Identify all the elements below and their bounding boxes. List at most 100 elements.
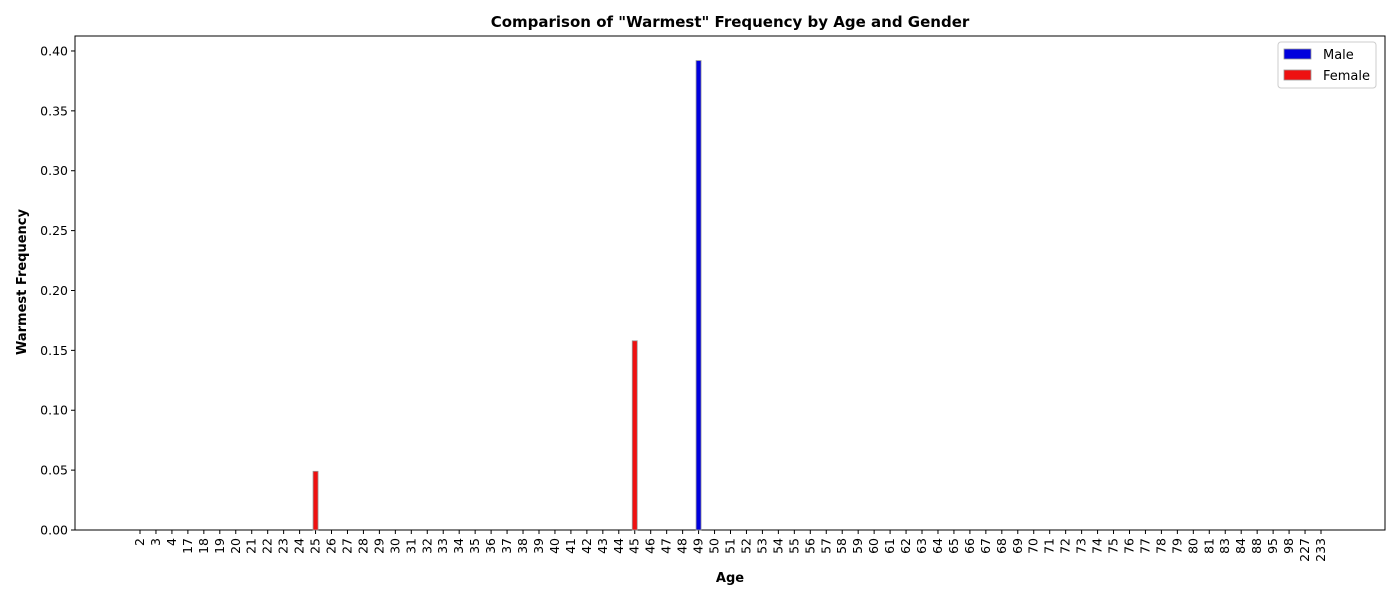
x-tick-label: 83 [1217,538,1232,554]
x-tick-label: 88 [1249,538,1264,554]
x-tick-label: 54 [770,538,785,554]
x-tick-label: 22 [260,538,275,554]
x-tick-label: 56 [802,538,817,554]
chart-title: Comparison of "Warmest" Frequency by Age… [491,13,970,31]
x-tick-label: 24 [292,538,307,554]
y-tick-label: 0.30 [40,163,68,178]
x-tick-label: 55 [786,538,801,554]
x-tick-label: 63 [914,538,929,554]
x-tick-label: 72 [1058,538,1073,554]
x-tick-label: 79 [1169,538,1184,554]
x-tick-label: 37 [499,538,514,554]
x-tick-label: 61 [882,538,897,554]
x-tick-label: 95 [1265,538,1280,554]
x-tick-label: 74 [1090,538,1105,554]
x-tick-label: 31 [403,538,418,554]
y-tick-label: 0.10 [40,403,68,418]
x-tick-label: 33 [435,538,450,554]
x-tick-label: 76 [1121,538,1136,554]
y-axis: 0.00 0.05 0.10 0.15 0.20 0.25 0.30 0.35 0.40 [40,43,75,538]
y-tick-label: 0.40 [40,43,68,58]
x-tick-label: 69 [1010,538,1025,554]
x-tick-label: 51 [723,538,738,554]
y-tick-label: 0.05 [40,463,68,478]
x-tick-label: 49 [691,538,706,554]
x-tick-label: 30 [387,538,402,554]
x-tick-label: 68 [994,538,1009,554]
y-axis-label: Warmest Frequency [15,208,30,355]
x-tick-label: 38 [515,538,530,554]
bar-female-25 [312,470,319,531]
x-axis: 2 3 4 17 18 19 20 21 22 23 24 25 26 27 28 29 30 31 32 33 34 3… [132,530,1328,562]
x-tick-label: 20 [228,538,243,554]
x-tick-label: 46 [643,538,658,554]
x-tick-label: 48 [675,538,690,554]
y-tick-label: 0.00 [40,523,68,538]
x-tick-label: 18 [196,538,211,554]
x-tick-label: 98 [1281,538,1296,554]
x-tick-label: 58 [834,538,849,554]
x-tick-label: 26 [324,538,339,554]
x-tick-label: 52 [738,538,753,554]
x-tick-label: 28 [355,538,370,554]
bar-male-49 [695,60,702,531]
x-tick-label: 70 [1026,538,1041,554]
x-tick-label: 32 [419,538,434,554]
x-tick-label: 64 [930,538,945,554]
x-tick-label: 44 [611,538,626,554]
x-tick-label: 67 [978,538,993,554]
x-tick-label: 35 [467,538,482,554]
x-tick-label: 4 [164,538,179,546]
legend-label-female: Female [1323,69,1370,84]
x-tick-label: 59 [850,538,865,554]
x-tick-label: 71 [1042,538,1057,554]
x-tick-label: 21 [244,538,259,554]
x-tick-label: 50 [707,538,722,554]
x-tick-label: 66 [962,538,977,554]
y-tick-label: 0.15 [40,343,68,358]
x-tick-label: 17 [180,538,195,554]
x-tick-label: 36 [483,538,498,554]
x-tick-label: 41 [563,538,578,554]
y-tick-label: 0.20 [40,283,68,298]
x-tick-label: 34 [451,538,466,554]
plot-area [74,35,1386,531]
x-tick-label: 57 [818,538,833,554]
plot-frame [74,35,1386,531]
x-tick-label: 84 [1233,538,1248,554]
x-tick-label: 39 [531,538,546,554]
x-tick-label: 60 [866,538,881,554]
x-tick-label: 227 [1297,538,1312,562]
legend-swatch-male [1283,48,1312,60]
x-tick-label: 3 [148,538,163,546]
x-tick-label: 81 [1201,538,1216,554]
y-tick-label: 0.35 [40,103,68,118]
legend-label-male: Male [1323,48,1354,63]
x-tick-label: 78 [1153,538,1168,554]
x-tick-label: 65 [946,538,961,554]
x-tick-label: 19 [212,538,227,554]
x-tick-label: 45 [627,538,642,554]
legend-swatch-female [1283,69,1312,81]
x-axis-label: Age [716,571,744,586]
x-tick-label: 62 [898,538,913,554]
x-tick-label: 43 [595,538,610,554]
x-tick-label: 23 [276,538,291,554]
bar-female-45 [631,340,638,531]
x-tick-label: 47 [659,538,674,554]
x-tick-label: 233 [1313,538,1328,562]
x-tick-label: 27 [339,538,354,554]
x-tick-label: 29 [371,538,386,554]
x-tick-label: 2 [132,538,147,546]
x-tick-label: 73 [1074,538,1089,554]
x-tick-label: 80 [1185,538,1200,554]
x-tick-label: 77 [1137,538,1152,554]
bars [312,60,702,531]
x-tick-label: 25 [308,538,323,554]
legend: Male Female [1277,41,1377,89]
x-tick-label: 42 [579,538,594,554]
x-tick-label: 53 [754,538,769,554]
x-tick-label: 75 [1106,538,1121,554]
x-tick-label: 40 [547,538,562,554]
